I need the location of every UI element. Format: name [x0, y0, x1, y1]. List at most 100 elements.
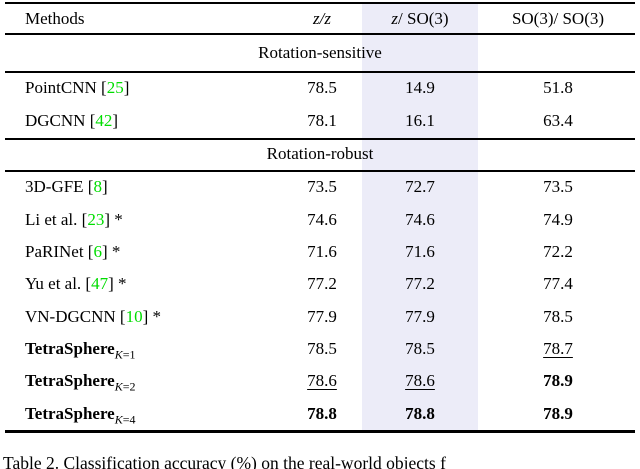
- header-z-so3: z/ SO(3): [364, 9, 476, 29]
- header-z-z: z/z: [313, 8, 331, 28]
- cell-z-z: 78.5: [307, 77, 337, 97]
- highlight-column: [362, 3, 478, 430]
- method-suffix: ]: [123, 77, 130, 97]
- cell-so3-so3: 51.8: [543, 77, 573, 97]
- table-bottom-rule: [5, 430, 635, 433]
- method-label: TetraSphereK=1: [0, 339, 280, 361]
- subscript-var: K: [114, 347, 123, 362]
- cell-so3-so3: 63.4: [543, 111, 573, 131]
- table-row: VN-DGCNN [10] * 77.9 77.9 78.5: [0, 301, 640, 333]
- table-row: PointCNN [25] 78.5 14.9 51.8: [0, 71, 640, 105]
- cell-z-so3: 78.6: [405, 371, 435, 391]
- method-label: TetraSphereK=4: [0, 403, 280, 426]
- table-top-rule: [5, 2, 635, 4]
- method-name: VN-DGCNN [: [25, 306, 126, 326]
- cell-z-so3: 77.2: [405, 274, 435, 294]
- table-row: Li et al. [23] * 74.6 74.6 74.9: [0, 203, 640, 235]
- table-row: PaRINet [6] * 71.6 71.6 72.2: [0, 236, 640, 268]
- table-row: TetraSphereK=4 78.8 78.8 78.9: [0, 398, 640, 430]
- method-subscript: K=4: [115, 412, 136, 426]
- method-subscript: K=2: [115, 380, 136, 394]
- cell-z-z: 71.6: [307, 241, 337, 261]
- method-suffix: ] *: [104, 209, 123, 229]
- subscript-val: =4: [122, 412, 136, 427]
- section-title-rotation-robust: Rotation-robust: [266, 144, 374, 163]
- method-name: TetraSphere: [25, 339, 115, 359]
- cell-z-z: 78.5: [307, 339, 337, 359]
- method-name: PointCNN [: [25, 77, 107, 97]
- header-z-so3-var: z: [391, 8, 399, 28]
- cell-z-z: 78.6: [307, 371, 337, 391]
- header-z-so3-rest: / SO(3): [398, 8, 449, 28]
- method-suffix: ] *: [142, 306, 161, 326]
- section1-bottom-rule: [5, 138, 635, 140]
- method-name: TetraSphere: [25, 403, 115, 423]
- citation-number: 47: [91, 274, 109, 294]
- subscript-val: =1: [122, 347, 136, 362]
- section-title-rotation-sensitive: Rotation-sensitive: [258, 43, 382, 62]
- cell-so3-so3: 77.4: [543, 274, 573, 294]
- cell-so3-so3: 78.9: [543, 371, 573, 391]
- cell-z-so3: 14.9: [405, 77, 435, 97]
- cell-z-so3: 78.5: [405, 339, 435, 359]
- method-name: TetraSphere: [25, 371, 115, 391]
- subscript-var: K: [114, 412, 123, 427]
- header-bottom-rule: [5, 33, 635, 35]
- header-methods: Methods: [25, 8, 85, 28]
- subscript-var: K: [114, 379, 123, 394]
- method-name: DGCNN [: [25, 111, 96, 131]
- method-label: 3D-GFE [8]: [0, 177, 280, 197]
- method-label: Li et al. [23] *: [0, 210, 280, 230]
- cell-z-z: 78.8: [307, 403, 337, 423]
- cell-so3-so3: 74.9: [543, 209, 573, 229]
- cell-z-so3: 78.8: [405, 403, 435, 423]
- method-suffix: ]: [101, 177, 108, 197]
- cell-so3-so3: 78.5: [543, 306, 573, 326]
- cell-z-z: 77.2: [307, 274, 337, 294]
- rotation-sensitive-rows: PointCNN [25] 78.5 14.9 51.8 DGCNN [42] …: [0, 71, 640, 138]
- cell-so3-so3: 78.9: [543, 403, 573, 423]
- method-suffix: ]: [112, 111, 119, 131]
- cell-z-z: 74.6: [307, 209, 337, 229]
- cell-z-z: 78.1: [307, 111, 337, 131]
- table-row: DGCNN [42] 78.1 16.1 63.4: [0, 105, 640, 139]
- table-header-row: Methods z/z z/ SO(3) SO(3)/ SO(3): [0, 4, 640, 33]
- method-label: PaRINet [6] *: [0, 242, 280, 262]
- table-row: 3D-GFE [8] 73.5 72.7 73.5: [0, 171, 640, 203]
- table-row: TetraSphereK=1 78.5 78.5 78.7: [0, 333, 640, 365]
- method-name: Li et al. [: [25, 209, 88, 229]
- citation-number: 25: [106, 77, 124, 97]
- method-label: PointCNN [25]: [0, 78, 280, 98]
- header-so3-so3: SO(3)/ SO(3): [511, 8, 605, 28]
- citation-number: 23: [87, 209, 105, 229]
- cell-z-so3: 74.6: [405, 209, 435, 229]
- section1-title-rule: [5, 71, 635, 73]
- cell-z-z: 77.9: [307, 306, 337, 326]
- cell-z-so3: 71.6: [405, 241, 435, 261]
- method-label: Yu et al. [47] *: [0, 274, 280, 294]
- citation-number: 6: [93, 241, 102, 261]
- method-name: 3D-GFE [: [25, 177, 94, 197]
- cell-z-so3: 77.9: [405, 306, 435, 326]
- method-suffix: ] *: [108, 274, 127, 294]
- rotation-robust-rows: 3D-GFE [8] 73.5 72.7 73.5 Li et al. [23]…: [0, 171, 640, 430]
- subscript-val: =2: [122, 379, 136, 394]
- table-caption: Table 2. Classification accuracy (%) on …: [3, 453, 446, 469]
- cell-so3-so3: 72.2: [543, 241, 573, 261]
- method-subscript: K=1: [115, 347, 136, 361]
- cell-z-z: 73.5: [307, 177, 337, 197]
- method-label: DGCNN [42]: [0, 111, 280, 131]
- table-row: TetraSphereK=2 78.6 78.6 78.9: [0, 365, 640, 397]
- citation-number: 42: [95, 111, 113, 131]
- citation-number: 8: [93, 177, 102, 197]
- method-label: VN-DGCNN [10] *: [0, 307, 280, 327]
- cell-so3-so3: 73.5: [543, 177, 573, 197]
- cell-so3-so3: 78.7: [543, 339, 573, 359]
- section2-title-rule: [5, 170, 635, 172]
- cell-z-so3: 72.7: [405, 177, 435, 197]
- cell-z-so3: 16.1: [405, 111, 435, 131]
- method-suffix: ] *: [101, 241, 121, 261]
- method-label: TetraSphereK=2: [0, 371, 280, 394]
- table-row: Yu et al. [47] * 77.2 77.2 77.4: [0, 268, 640, 300]
